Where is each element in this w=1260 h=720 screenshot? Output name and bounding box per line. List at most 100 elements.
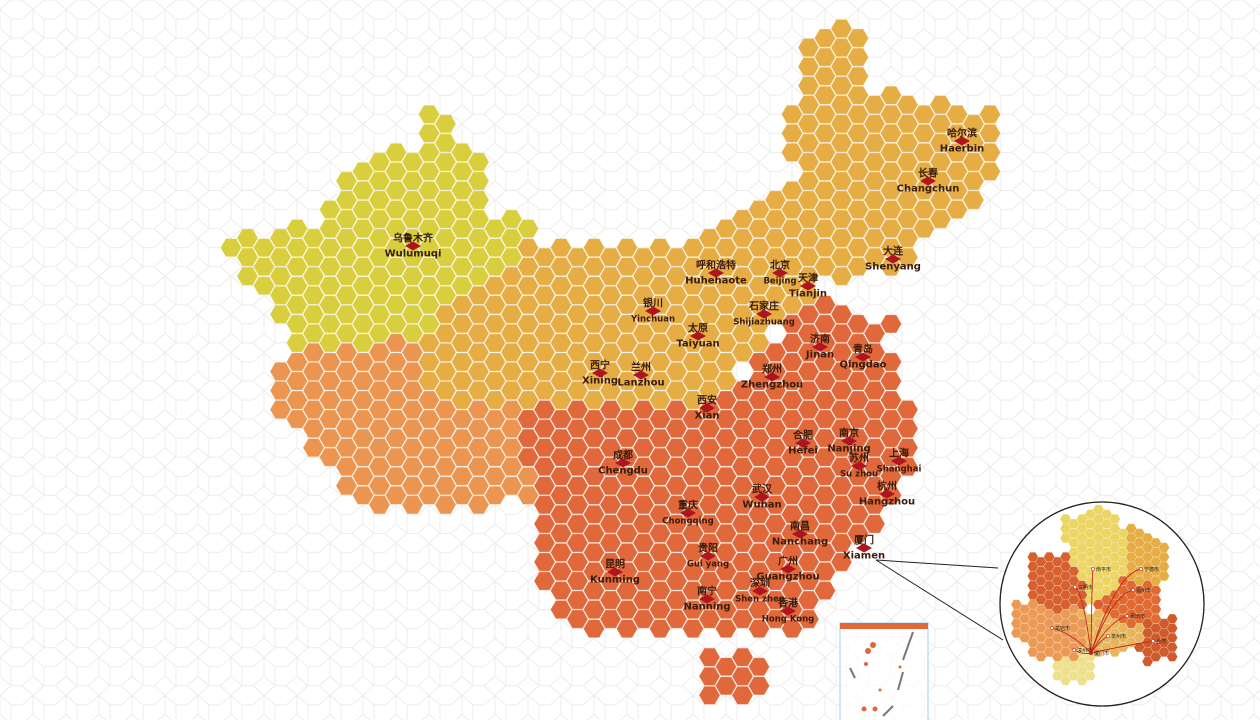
hex-cell-southeast <box>830 476 853 496</box>
hex-cell-north <box>649 371 671 391</box>
inset-hex-cell <box>1068 661 1080 672</box>
city-name-cn: 大连 <box>883 246 903 258</box>
hex-cell-north <box>599 266 622 286</box>
inset-city-dot <box>1106 634 1110 638</box>
city-marker-chengdu[interactable]: 成都 Chengdu <box>598 451 648 478</box>
hex-cell-northwest <box>434 266 457 286</box>
inset-hex-cell <box>1084 632 1096 643</box>
city-name-en: Nanjing <box>827 443 871 455</box>
city-marker-nanjing[interactable]: 南京 Nanjing <box>827 429 870 456</box>
hex-cell-northwest <box>401 304 424 324</box>
hex-cell-west <box>467 476 490 496</box>
hex-cell-northwest <box>434 228 457 248</box>
city-marker-yinchuan[interactable]: 银川 Yinchuan <box>631 299 675 326</box>
hex-cell-north <box>797 209 820 229</box>
hex-cell-north <box>847 238 869 258</box>
inset-hex-cell <box>1043 571 1055 581</box>
hex-cell-north <box>550 371 572 391</box>
hex-cell-north <box>830 38 853 58</box>
city-marker-beijing[interactable]: 北京 Beijing <box>763 261 796 288</box>
flow-line <box>1090 640 1154 654</box>
city-marker-guiyang[interactable]: 贵阳 Gui yang <box>687 544 729 571</box>
city-marker-jinan[interactable]: 济南 Jinan <box>806 335 834 362</box>
city-marker-hefei[interactable]: 合肥 Hefei <box>788 431 818 458</box>
hex-cell-north <box>599 285 622 305</box>
hex-cell-northwest <box>500 228 523 248</box>
hex-cell-southeast <box>599 514 622 534</box>
city-marker-qingdao[interactable]: 青岛 Qingdao <box>840 345 887 372</box>
inset-hex-cell <box>1092 590 1105 600</box>
inset-hex-cell <box>1059 609 1072 619</box>
city-name-cn: 杭州 <box>876 481 897 493</box>
hex-cell-west <box>451 466 473 486</box>
inset-hex-cell <box>1051 613 1064 624</box>
city-marker-suzhou[interactable]: 苏州 Su zhou <box>840 454 878 481</box>
hex-cell-west <box>352 447 374 467</box>
hex-cell-north <box>599 380 622 401</box>
hex-cell-southeast <box>715 676 737 696</box>
city-marker-shanghai[interactable]: 上海 Shanghai <box>877 449 922 476</box>
hex-cell-northwest <box>269 266 292 286</box>
city-marker-haerbin[interactable]: 哈尔滨 Haerbin <box>940 129 985 156</box>
hex-cell-north <box>731 342 754 362</box>
city-marker-kunming[interactable]: 昆明 Kunming <box>590 560 640 587</box>
city-marker-hangzhou[interactable]: 杭州 Hangzhou <box>859 482 915 509</box>
hex-cell-north <box>533 285 556 305</box>
hex-cell-west <box>368 361 391 382</box>
hex-cell-west <box>302 380 325 401</box>
hex-cell-northwest <box>286 238 308 258</box>
city-marker-guangzhou[interactable]: 广州 Guangzhou <box>756 557 819 584</box>
hex-cell-northwest <box>434 133 457 153</box>
inset-hex-cell <box>1158 618 1170 629</box>
city-marker-huhehaote[interactable]: 呼和浩特 Huhehaote <box>685 261 747 288</box>
inset-city-label: 莆田市 <box>1130 614 1146 620</box>
inset-hex-cell <box>1141 618 1154 629</box>
city-marker-lanzhou[interactable]: 兰州 Lanzhou <box>617 363 664 390</box>
city-marker-xiamen[interactable]: 厦门 Xiamen <box>843 536 885 563</box>
city-marker-xining[interactable]: 西宁 Xining <box>582 361 618 388</box>
city-marker-xian[interactable]: 西安 Xian <box>694 396 719 423</box>
hex-cell-southeast <box>748 390 770 410</box>
hex-cell-north <box>748 257 770 277</box>
hex-cell-southeast <box>698 685 721 705</box>
city-marker-zhengzhou[interactable]: 郑州 Zhengzhou <box>741 365 803 392</box>
city-name-cn: 乌鲁木齐 <box>392 233 433 245</box>
hex-cell-northwest <box>451 200 473 220</box>
city-marker-taiyuan[interactable]: 太原 Taiyuan <box>676 324 719 351</box>
hex-cell-southeast <box>847 314 869 334</box>
hex-cell-west <box>467 400 490 420</box>
hex-cell-west <box>467 419 490 439</box>
hex-cell-north <box>764 209 787 229</box>
city-marker-changchun[interactable]: 长春 Changchun <box>897 169 960 196</box>
hex-cell-southeast <box>748 543 770 562</box>
hex-cell-northwest <box>319 257 341 277</box>
hex-cell-north <box>863 152 886 172</box>
hex-cell-west <box>418 466 440 486</box>
city-marker-tianjin[interactable]: 天津 Tianjin <box>789 274 827 301</box>
city-marker-nanning[interactable]: 南宁 Nanning <box>683 587 730 614</box>
inset-hex-cell <box>1166 651 1178 662</box>
hex-cell-southeast <box>797 571 820 591</box>
hex-cell-southeast <box>863 476 886 496</box>
hex-cell-northwest <box>302 266 325 286</box>
inset-hex-cell <box>1150 594 1162 605</box>
hex-cell-north <box>880 123 902 143</box>
hex-cell-west <box>269 380 292 401</box>
hex-cell-north <box>632 380 655 401</box>
city-marker-wulumuqi[interactable]: 乌鲁木齐 Wulumuqi <box>385 234 442 261</box>
city-marker-chongqing[interactable]: 重庆 Chongqing <box>662 501 713 528</box>
hex-cell-northwest <box>385 142 407 162</box>
city-marker-wuhan[interactable]: 武汉 Wuhan <box>742 485 781 512</box>
city-marker-shenyang[interactable]: 大连 Shenyang <box>865 247 921 274</box>
city-name-cn: 合肥 <box>793 430 813 442</box>
hex-cell-southeast <box>748 619 770 639</box>
inset-hex-cell <box>1010 628 1023 638</box>
inset-hex-cell <box>1035 556 1047 567</box>
city-marker-hongkong[interactable]: 香港 Hong Kong <box>762 599 814 626</box>
city-name-cn: 银川 <box>643 298 663 310</box>
inset-hex-cell <box>1027 571 1039 581</box>
city-marker-nanchang[interactable]: 南昌 Nanchang <box>772 522 828 549</box>
hex-cell-north <box>451 352 473 372</box>
city-marker-shenzhen[interactable]: 深圳 Shen zhen <box>735 579 785 606</box>
city-marker-shijiazhuang[interactable]: 石家庄 Shijiazhuang <box>733 302 795 329</box>
